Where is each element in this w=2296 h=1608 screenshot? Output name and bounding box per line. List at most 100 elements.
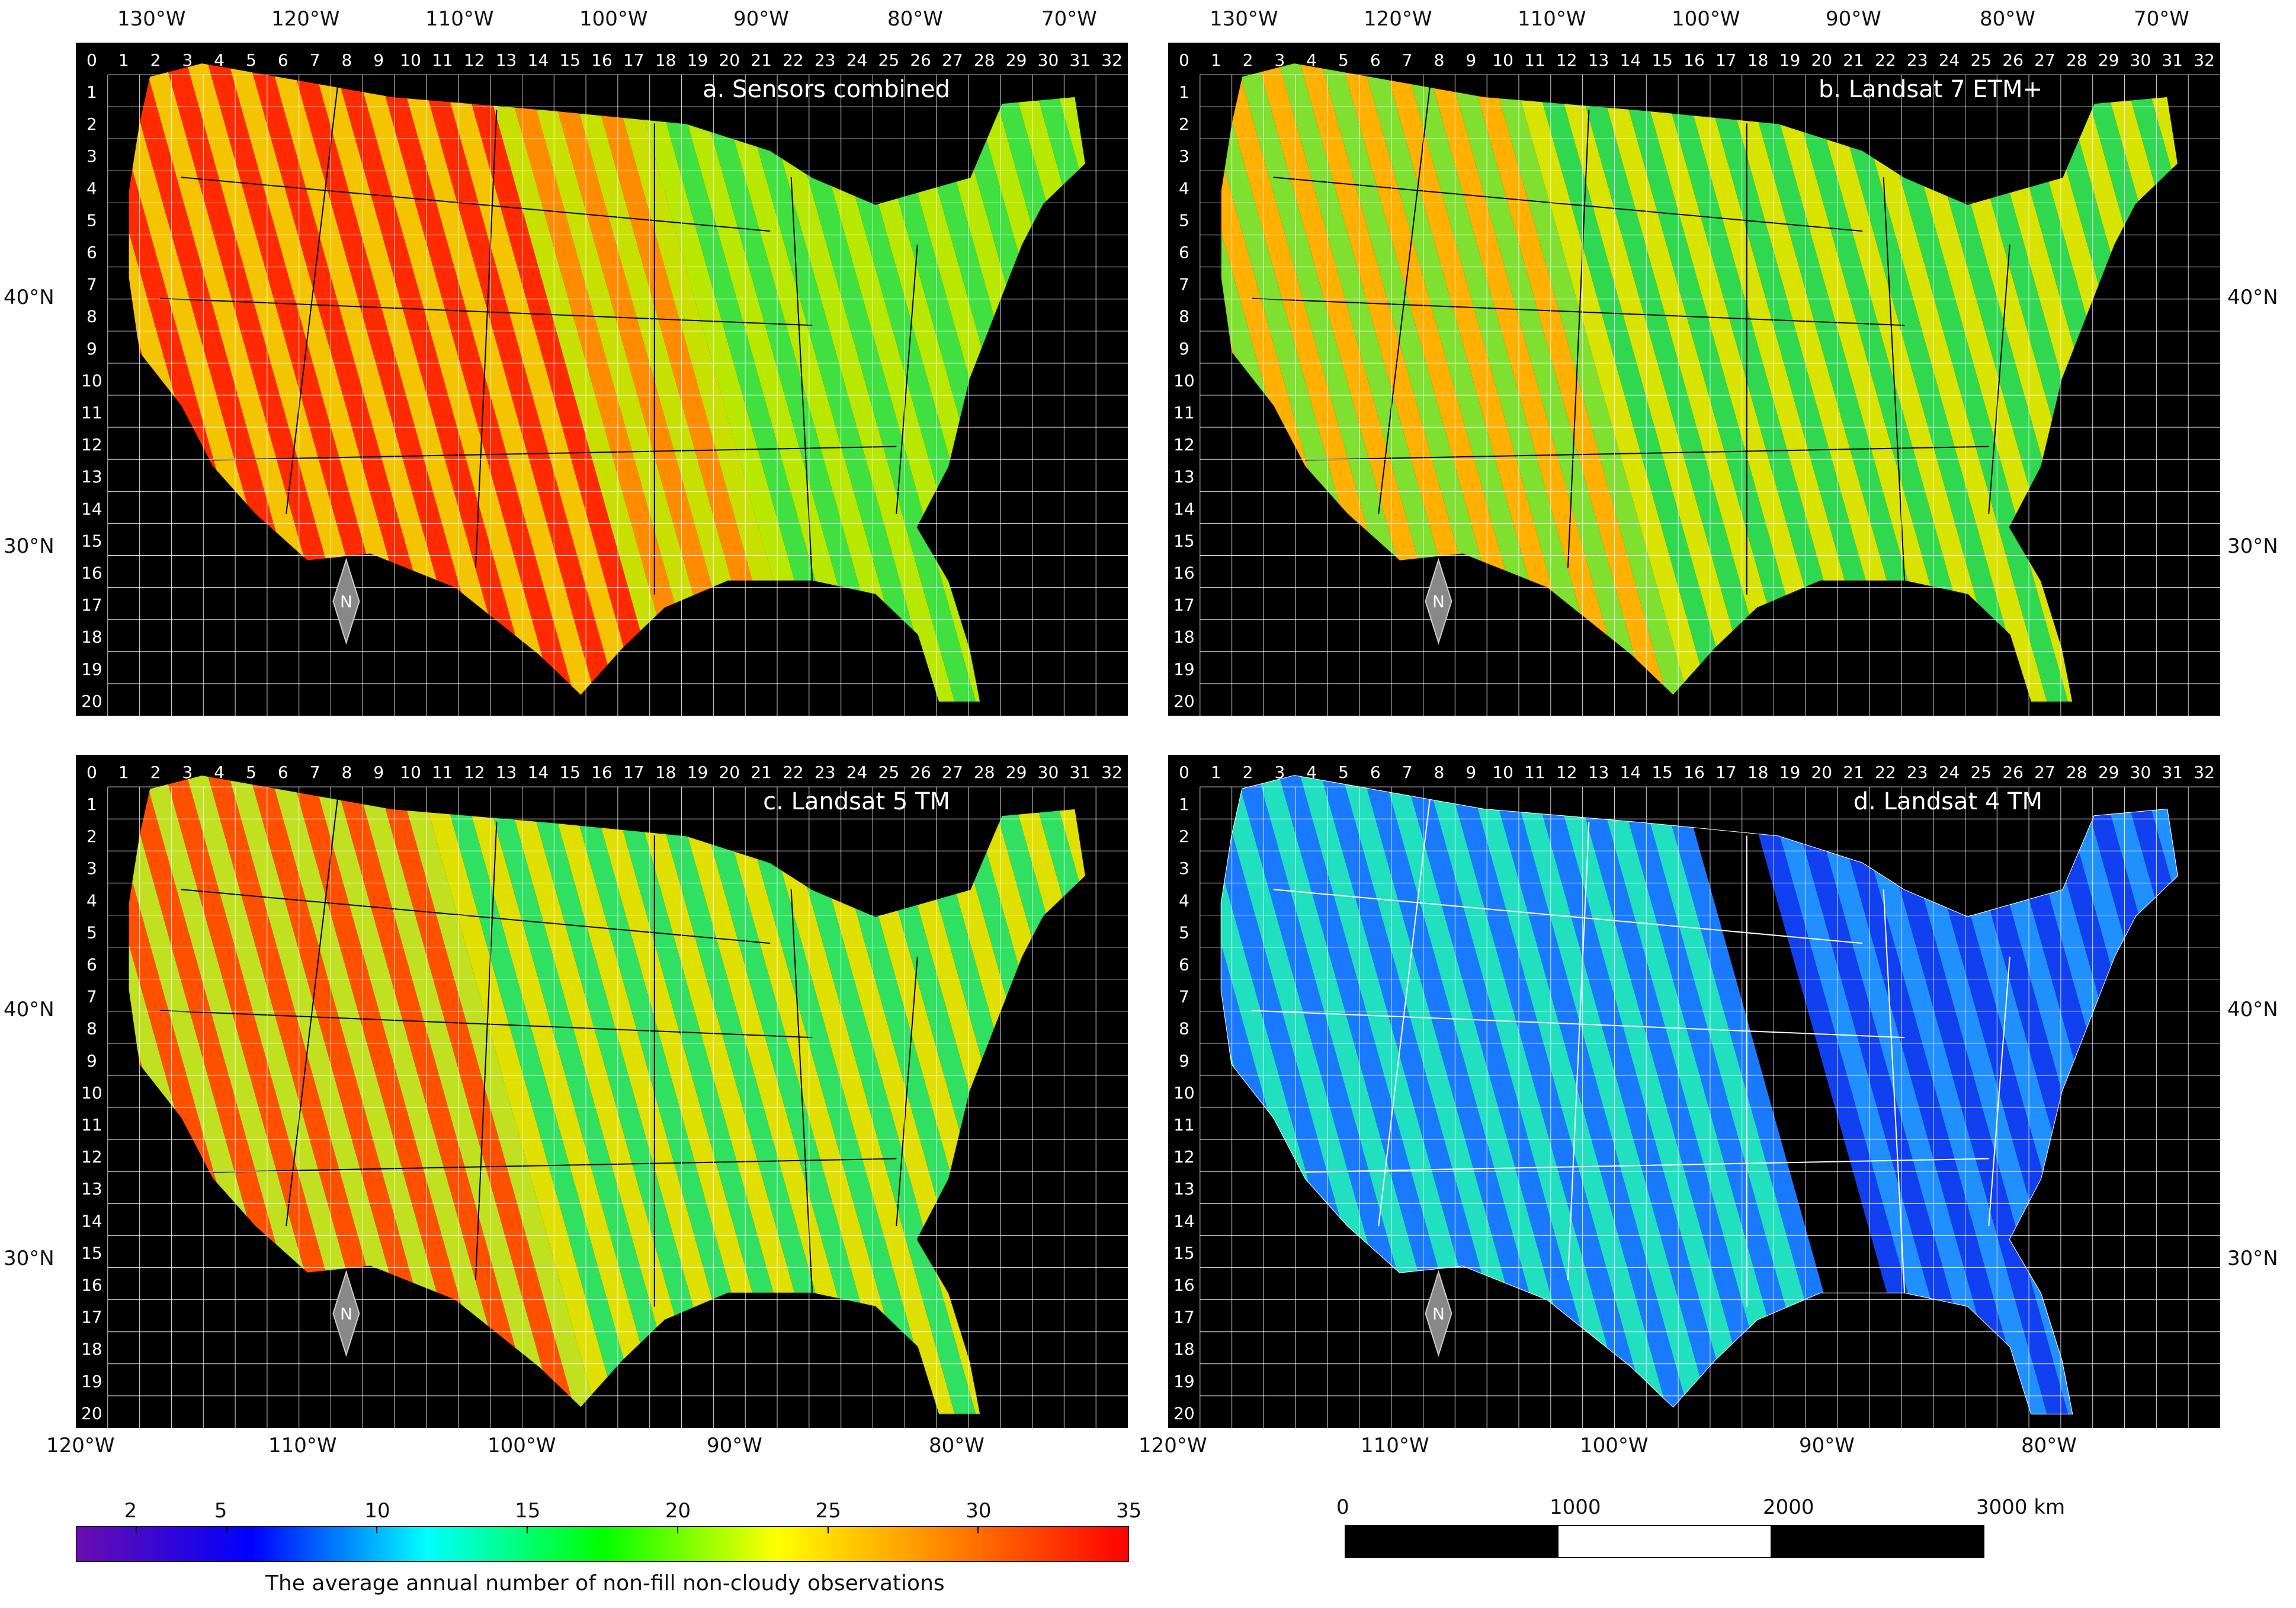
map-panel-a: 0 1 2 3 4 5 6 7 8 9 10 11 12 13 14 15 16 17 18 19 20 21 22 23 24… (76, 43, 1128, 716)
colorbar (76, 1526, 1129, 1562)
state-boundary (1988, 244, 2010, 514)
scale-bar (1345, 1525, 1984, 1558)
grid-column-label: 2 (1243, 763, 1253, 782)
grid-column-label: 19 (687, 50, 708, 70)
left-latitude-label: 40°N (4, 998, 54, 1021)
coverage-stripe (1441, 775, 1652, 1415)
coverage-stripe (1757, 775, 1967, 1415)
state-boundary (160, 297, 813, 326)
state-boundary (1273, 177, 1863, 232)
grid-column-label: 11 (432, 763, 453, 782)
grid-column-label: 0 (1179, 50, 1189, 70)
grid-row-label: 7 (1179, 275, 1189, 294)
coverage-stripe (559, 63, 769, 703)
coverage-stripe (475, 775, 685, 1415)
coverage-stripe (391, 63, 601, 703)
grid-column-label: 11 (1524, 763, 1545, 782)
coverage-stripe (1547, 775, 1756, 1415)
panel-title-c: c. Landsat 5 TM (763, 788, 950, 815)
grid-column-label: 0 (86, 50, 97, 70)
grid-column-label: 9 (373, 763, 384, 782)
grid-row-label: 5 (86, 922, 97, 942)
grid-column-label: 20 (719, 763, 740, 782)
grid-row-label: 15 (1173, 531, 1195, 550)
coverage-stripe (1399, 63, 1609, 703)
grid-column-label: 2 (1243, 50, 1253, 70)
grid-column-label: 15 (1652, 50, 1673, 70)
grid-row-label: 20 (1173, 691, 1195, 711)
bottom-longitude-label: 100°W (488, 1434, 556, 1458)
grid-column-label: 26 (2002, 50, 2024, 70)
bottom-longitude-label: 110°W (1361, 1434, 1429, 1458)
coverage-stripe (728, 775, 938, 1415)
coverage-stripe (1483, 775, 1694, 1415)
grid-column-label: 29 (1006, 763, 1027, 782)
grid-row-label: 2 (86, 114, 97, 134)
colorbar-tick-label: 35 (1116, 1499, 1142, 1523)
coverage-stripe (1673, 775, 1883, 1415)
grid-row-label: 16 (81, 1275, 102, 1295)
grid-row-label: 14 (81, 499, 102, 518)
top-longitude-label: 70°W (1041, 7, 1097, 31)
grid-column-label: 26 (910, 763, 931, 782)
grid-row-label: 1 (1179, 82, 1189, 102)
grid-row-label: 11 (81, 403, 102, 422)
grid-row-label: 4 (1179, 891, 1189, 910)
scale-segment-2 (1558, 1526, 1771, 1557)
coverage-stripe (307, 775, 517, 1415)
coverage-stripe (538, 63, 749, 703)
grid-column-label: 25 (1971, 50, 1992, 70)
panel-title-a: a. Sensors combined (703, 76, 950, 103)
coverage-stripe (707, 775, 917, 1415)
grid-column-label: 17 (623, 50, 644, 70)
grid-column-label: 2 (150, 763, 161, 782)
grid-column-label: 5 (246, 763, 256, 782)
north-arrow-letter: N (340, 592, 352, 611)
grid-row-label: 19 (81, 1372, 102, 1391)
grid-column-label: 1 (118, 50, 129, 70)
top-longitude-label: 120°W (1364, 7, 1432, 31)
grid-column-label: 19 (1779, 763, 1801, 782)
coverage-stripe (1378, 775, 1588, 1415)
grid-column-label: 19 (1779, 50, 1801, 70)
grid-column-label: 15 (1652, 763, 1673, 782)
coverage-stripe (1378, 63, 1588, 703)
coverage-stripe (1652, 775, 1862, 1415)
bottom-longitude-label: 90°W (1799, 1434, 1855, 1458)
bottom-longitude-label: 120°W (1139, 1434, 1207, 1458)
grid-row-label: 17 (81, 595, 102, 615)
coverage-stripe (1736, 63, 1946, 703)
colorbar-tick-label: 30 (966, 1499, 992, 1523)
grid-row-label: 7 (86, 987, 97, 1007)
coverage-stripe (665, 775, 875, 1415)
colorbar-tick-mark (977, 1526, 979, 1533)
grid-row-label: 14 (81, 1211, 102, 1231)
coverage-stripe (1336, 63, 1546, 703)
coverage-stripe (1357, 63, 1567, 703)
grid-column-label: 31 (2162, 50, 2183, 70)
grid-column-label: 29 (2098, 50, 2119, 70)
top-longitude-label: 120°W (271, 7, 340, 31)
grid-column-label: 25 (878, 763, 900, 782)
coverage-stripe (286, 775, 496, 1415)
grid-row-label: 2 (1179, 114, 1189, 134)
coverage-stripe (1841, 63, 2051, 703)
grid-column-label: 13 (1588, 763, 1609, 782)
coverage-stripe (559, 775, 769, 1415)
coverage-stripe (1463, 63, 1672, 703)
coverage-stripe (686, 63, 896, 703)
coverage-stripe (181, 775, 391, 1415)
right-latitude-label: 30°N (2227, 534, 2278, 558)
grid-row-label: 18 (81, 1340, 102, 1359)
state-boundary (896, 956, 918, 1226)
grid-column-label: 32 (2194, 50, 2215, 70)
coverage-stripe (160, 775, 370, 1415)
grid-column-label: 4 (1306, 50, 1317, 70)
grid-column-label: 9 (373, 50, 384, 70)
grid-column-label: 7 (310, 50, 320, 70)
grid-column-label: 10 (1492, 50, 1513, 70)
grid-row-label: 9 (86, 1051, 97, 1071)
grid-row-label: 1 (1179, 795, 1189, 814)
grid-row-label: 3 (1179, 859, 1189, 878)
colorbar-tick-mark (527, 1526, 528, 1533)
